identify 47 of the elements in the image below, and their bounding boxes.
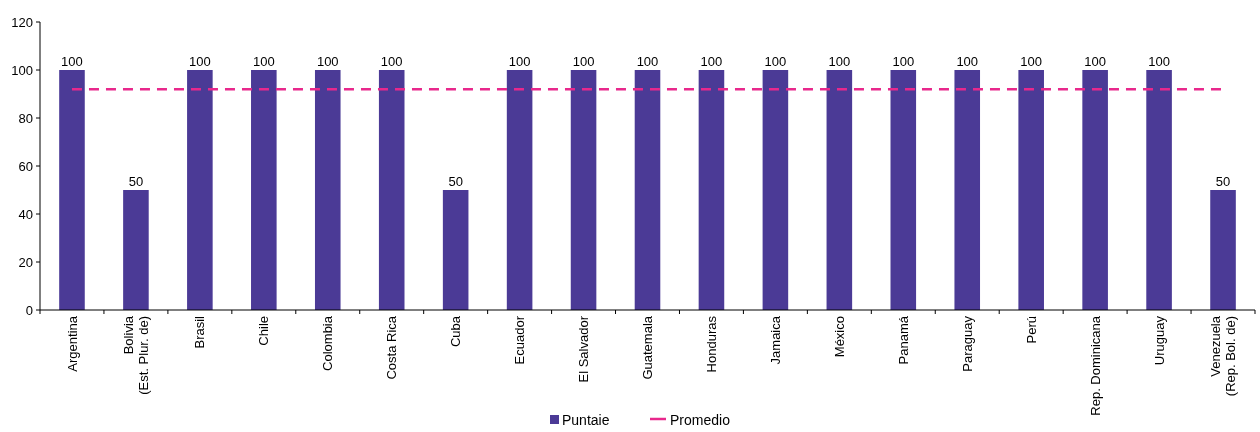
data-label: 50: [128, 174, 144, 189]
x-tick-label: Bolivia (Est. Plur. de): [121, 315, 151, 395]
data-label: 100: [316, 54, 339, 69]
data-label: 100: [828, 54, 851, 69]
x-tick-label: Paraguay: [959, 315, 975, 372]
x-tick-label: Costa Rica: [384, 315, 400, 380]
x-tick-label: Colombia: [320, 315, 336, 371]
data-label: 50: [1215, 174, 1231, 189]
x-tick-label: Rep. Dominicana: [1087, 315, 1103, 416]
y-tick-label: 0: [25, 302, 33, 318]
data-label: 100: [508, 54, 531, 69]
data-label: 100: [1148, 54, 1170, 69]
x-tick-label: Argentina: [64, 315, 80, 372]
data-label: 100: [700, 54, 723, 69]
data-label: 50: [448, 174, 463, 189]
y-tick-label: 120: [11, 14, 33, 30]
x-tick-label: México: [831, 316, 847, 358]
y-tick-label: 80: [18, 110, 33, 126]
x-tick-label: Chile: [256, 316, 272, 346]
data-label: 100: [1020, 54, 1043, 69]
y-tick-label: 60: [18, 158, 33, 174]
data-label: 100: [1084, 54, 1106, 69]
x-tick-label: Venezuela (Rep. Bol. de): [1208, 315, 1238, 397]
y-tick-label: 40: [18, 206, 33, 222]
x-tick-label: Panamá: [895, 315, 911, 365]
legend-label: Puntaie: [562, 412, 610, 428]
x-tick-label: Honduras: [704, 315, 719, 373]
x-tick-label: Jamaica: [767, 315, 783, 365]
data-label: 100: [61, 54, 83, 69]
x-tick-label: El Salvador: [576, 315, 592, 383]
data-label: 100: [380, 54, 403, 69]
data-label: 100: [956, 54, 979, 69]
legend-label: Promedio: [670, 412, 731, 428]
x-tick-label: Perú: [1023, 316, 1039, 344]
data-label: 100: [636, 54, 659, 69]
data-label: 100: [572, 54, 595, 69]
data-label: 100: [189, 54, 211, 69]
y-tick-label: 20: [18, 254, 33, 270]
x-tick-label: Ecuador: [512, 315, 528, 365]
data-label: 100: [764, 54, 787, 69]
y-tick-label: 100: [11, 62, 33, 78]
x-tick-label: Cuba: [448, 315, 464, 348]
x-tick-label: Uruguay: [1151, 315, 1167, 366]
data-label: 100: [892, 54, 915, 69]
x-tick-label: Guatemala: [640, 315, 656, 380]
data-label: 100: [252, 54, 275, 69]
x-tick-label: Brasil: [192, 315, 208, 349]
